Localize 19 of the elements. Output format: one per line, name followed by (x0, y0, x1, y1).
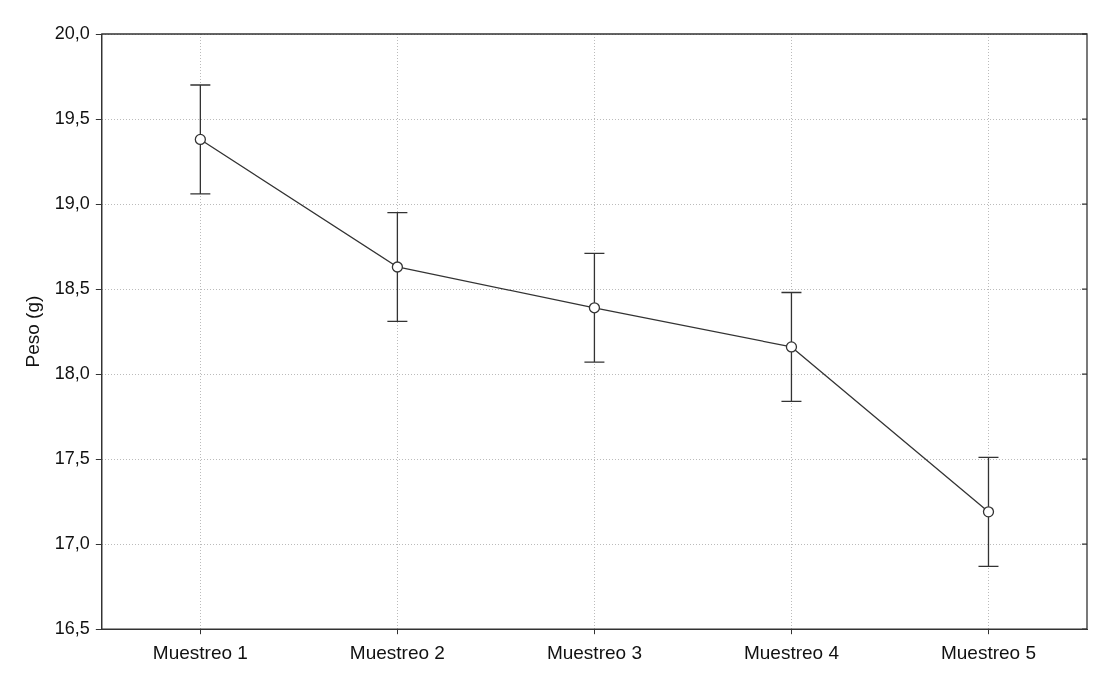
point (982, 506, 995, 518)
y-tick-label: 19,5 (54, 108, 90, 128)
point (588, 302, 601, 314)
x-tick-label: Muestreo 5 (940, 641, 1037, 663)
y-tick-label: 17,0 (54, 533, 90, 554)
x-tick-label: Muestreo 4 (743, 641, 840, 663)
x-tick-label: Muestreo 2 (349, 641, 445, 663)
y-tick-label: 19,0 (54, 193, 90, 214)
point (391, 261, 404, 273)
x-tick-label: Muestreo 1 (152, 641, 248, 663)
y-tick-label: 17,5 (54, 448, 90, 469)
y-axis-title: Peso (g) (21, 295, 43, 368)
y-tick-label: 16,5 (54, 618, 90, 639)
y-tick-label: 18,0 (54, 363, 90, 384)
point (194, 133, 206, 146)
y-tick-label: 20,0 (54, 22, 90, 43)
y-tick-label: 18,5 (54, 278, 90, 299)
x-tick-label: Muestreo 3 (546, 641, 642, 663)
point (785, 341, 798, 353)
